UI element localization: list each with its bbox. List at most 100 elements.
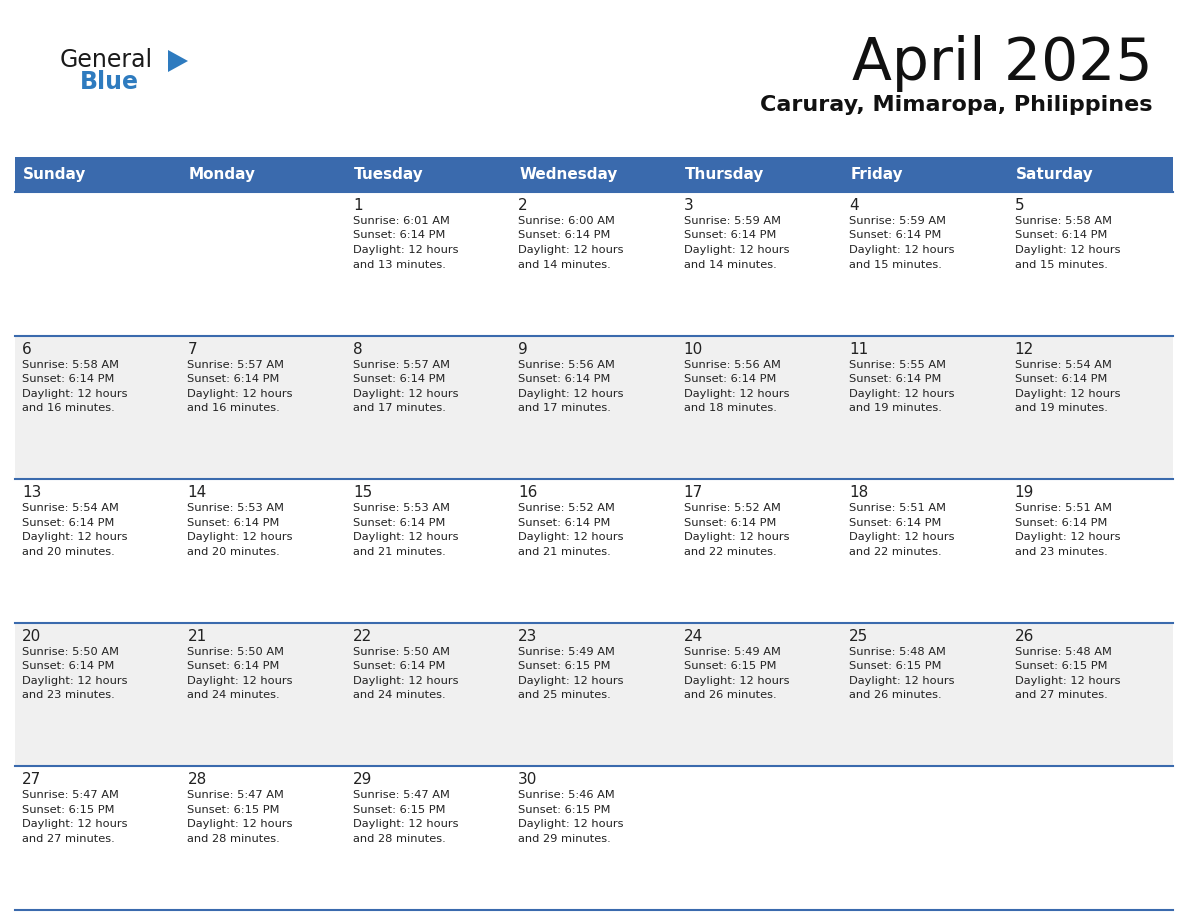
Text: Sunrise: 5:57 AM: Sunrise: 5:57 AM (353, 360, 450, 370)
Text: Sunset: 6:15 PM: Sunset: 6:15 PM (23, 805, 114, 815)
Text: 18: 18 (849, 486, 868, 500)
Text: Daylight: 12 hours: Daylight: 12 hours (684, 388, 789, 398)
Text: 8: 8 (353, 341, 362, 356)
Text: Sunset: 6:15 PM: Sunset: 6:15 PM (684, 661, 776, 671)
Text: Sunrise: 5:54 AM: Sunrise: 5:54 AM (1015, 360, 1112, 370)
Text: Sunrise: 5:51 AM: Sunrise: 5:51 AM (1015, 503, 1112, 513)
Text: 9: 9 (518, 341, 527, 356)
Text: 27: 27 (23, 772, 42, 788)
Text: Sunset: 6:14 PM: Sunset: 6:14 PM (188, 661, 280, 671)
Text: 22: 22 (353, 629, 372, 644)
Text: and 22 minutes.: and 22 minutes. (684, 547, 776, 556)
Text: Daylight: 12 hours: Daylight: 12 hours (188, 532, 293, 543)
Text: Daylight: 12 hours: Daylight: 12 hours (353, 388, 459, 398)
Text: 17: 17 (684, 486, 703, 500)
Text: and 19 minutes.: and 19 minutes. (1015, 403, 1107, 413)
Text: Sunrise: 5:58 AM: Sunrise: 5:58 AM (23, 360, 119, 370)
Text: Daylight: 12 hours: Daylight: 12 hours (849, 532, 955, 543)
Text: Sunset: 6:14 PM: Sunset: 6:14 PM (188, 518, 280, 528)
Text: Daylight: 12 hours: Daylight: 12 hours (518, 245, 624, 255)
Text: 15: 15 (353, 486, 372, 500)
Text: and 16 minutes.: and 16 minutes. (188, 403, 280, 413)
Text: Daylight: 12 hours: Daylight: 12 hours (1015, 676, 1120, 686)
Text: Sunday: Sunday (23, 167, 87, 182)
Text: 6: 6 (23, 341, 32, 356)
Text: 25: 25 (849, 629, 868, 644)
Text: 10: 10 (684, 341, 703, 356)
Text: Sunrise: 5:53 AM: Sunrise: 5:53 AM (353, 503, 450, 513)
Text: Sunset: 6:14 PM: Sunset: 6:14 PM (353, 661, 446, 671)
Text: Sunset: 6:15 PM: Sunset: 6:15 PM (518, 661, 611, 671)
Text: Daylight: 12 hours: Daylight: 12 hours (518, 676, 624, 686)
Text: General: General (61, 48, 153, 72)
Text: Sunset: 6:14 PM: Sunset: 6:14 PM (23, 661, 114, 671)
Text: Daylight: 12 hours: Daylight: 12 hours (1015, 532, 1120, 543)
Text: Saturday: Saturday (1016, 167, 1093, 182)
Text: and 13 minutes.: and 13 minutes. (353, 260, 446, 270)
Text: Sunset: 6:14 PM: Sunset: 6:14 PM (1015, 518, 1107, 528)
Text: Daylight: 12 hours: Daylight: 12 hours (188, 388, 293, 398)
Text: Sunset: 6:15 PM: Sunset: 6:15 PM (849, 661, 942, 671)
Text: Daylight: 12 hours: Daylight: 12 hours (518, 388, 624, 398)
Text: and 14 minutes.: and 14 minutes. (684, 260, 777, 270)
Text: Daylight: 12 hours: Daylight: 12 hours (353, 245, 459, 255)
Text: 21: 21 (188, 629, 207, 644)
Text: Sunset: 6:14 PM: Sunset: 6:14 PM (684, 375, 776, 384)
Text: and 26 minutes.: and 26 minutes. (849, 690, 942, 700)
Text: Sunrise: 5:48 AM: Sunrise: 5:48 AM (849, 647, 946, 656)
Text: Sunrise: 5:49 AM: Sunrise: 5:49 AM (684, 647, 781, 656)
Text: 4: 4 (849, 198, 859, 213)
Text: and 20 minutes.: and 20 minutes. (188, 547, 280, 556)
Text: Sunset: 6:14 PM: Sunset: 6:14 PM (23, 518, 114, 528)
Text: Sunrise: 6:00 AM: Sunrise: 6:00 AM (518, 216, 615, 226)
Text: 19: 19 (1015, 486, 1034, 500)
Text: and 18 minutes.: and 18 minutes. (684, 403, 777, 413)
Text: and 24 minutes.: and 24 minutes. (353, 690, 446, 700)
Text: Daylight: 12 hours: Daylight: 12 hours (849, 676, 955, 686)
Text: Sunrise: 5:47 AM: Sunrise: 5:47 AM (188, 790, 284, 800)
Text: 5: 5 (1015, 198, 1024, 213)
Text: and 24 minutes.: and 24 minutes. (188, 690, 280, 700)
Text: and 15 minutes.: and 15 minutes. (1015, 260, 1107, 270)
Text: and 23 minutes.: and 23 minutes. (1015, 547, 1107, 556)
Text: Sunrise: 5:50 AM: Sunrise: 5:50 AM (23, 647, 119, 656)
Text: Sunset: 6:14 PM: Sunset: 6:14 PM (849, 230, 942, 241)
Bar (15, 157, 1173, 192)
Text: Sunset: 6:14 PM: Sunset: 6:14 PM (518, 375, 611, 384)
Text: Sunset: 6:14 PM: Sunset: 6:14 PM (849, 375, 942, 384)
Bar (15, 767, 1173, 910)
Text: 12: 12 (1015, 341, 1034, 356)
Text: Sunrise: 5:53 AM: Sunrise: 5:53 AM (188, 503, 284, 513)
Polygon shape (168, 50, 188, 72)
Text: Sunset: 6:14 PM: Sunset: 6:14 PM (353, 375, 446, 384)
Text: 30: 30 (518, 772, 538, 788)
Bar (15, 479, 1173, 622)
Text: Sunset: 6:14 PM: Sunset: 6:14 PM (1015, 375, 1107, 384)
Text: and 17 minutes.: and 17 minutes. (353, 403, 446, 413)
Text: Sunset: 6:14 PM: Sunset: 6:14 PM (23, 375, 114, 384)
Text: 1: 1 (353, 198, 362, 213)
Text: Daylight: 12 hours: Daylight: 12 hours (23, 820, 127, 829)
Text: 20: 20 (23, 629, 42, 644)
Text: and 28 minutes.: and 28 minutes. (188, 834, 280, 844)
Text: Daylight: 12 hours: Daylight: 12 hours (353, 820, 459, 829)
Text: Daylight: 12 hours: Daylight: 12 hours (684, 245, 789, 255)
Text: and 17 minutes.: and 17 minutes. (518, 403, 611, 413)
Text: Sunrise: 5:54 AM: Sunrise: 5:54 AM (23, 503, 119, 513)
Text: Daylight: 12 hours: Daylight: 12 hours (518, 532, 624, 543)
Text: Sunrise: 5:55 AM: Sunrise: 5:55 AM (849, 360, 946, 370)
Text: Daylight: 12 hours: Daylight: 12 hours (188, 676, 293, 686)
Text: 23: 23 (518, 629, 538, 644)
Text: and 23 minutes.: and 23 minutes. (23, 690, 115, 700)
Text: Daylight: 12 hours: Daylight: 12 hours (23, 388, 127, 398)
Text: 13: 13 (23, 486, 42, 500)
Text: 28: 28 (188, 772, 207, 788)
Text: Sunrise: 5:59 AM: Sunrise: 5:59 AM (849, 216, 946, 226)
Text: Sunrise: 5:47 AM: Sunrise: 5:47 AM (23, 790, 119, 800)
Text: Sunrise: 5:49 AM: Sunrise: 5:49 AM (518, 647, 615, 656)
Text: and 16 minutes.: and 16 minutes. (23, 403, 115, 413)
Text: Sunrise: 5:56 AM: Sunrise: 5:56 AM (684, 360, 781, 370)
Text: Sunset: 6:14 PM: Sunset: 6:14 PM (518, 230, 611, 241)
Text: Sunrise: 6:01 AM: Sunrise: 6:01 AM (353, 216, 450, 226)
Text: and 15 minutes.: and 15 minutes. (849, 260, 942, 270)
